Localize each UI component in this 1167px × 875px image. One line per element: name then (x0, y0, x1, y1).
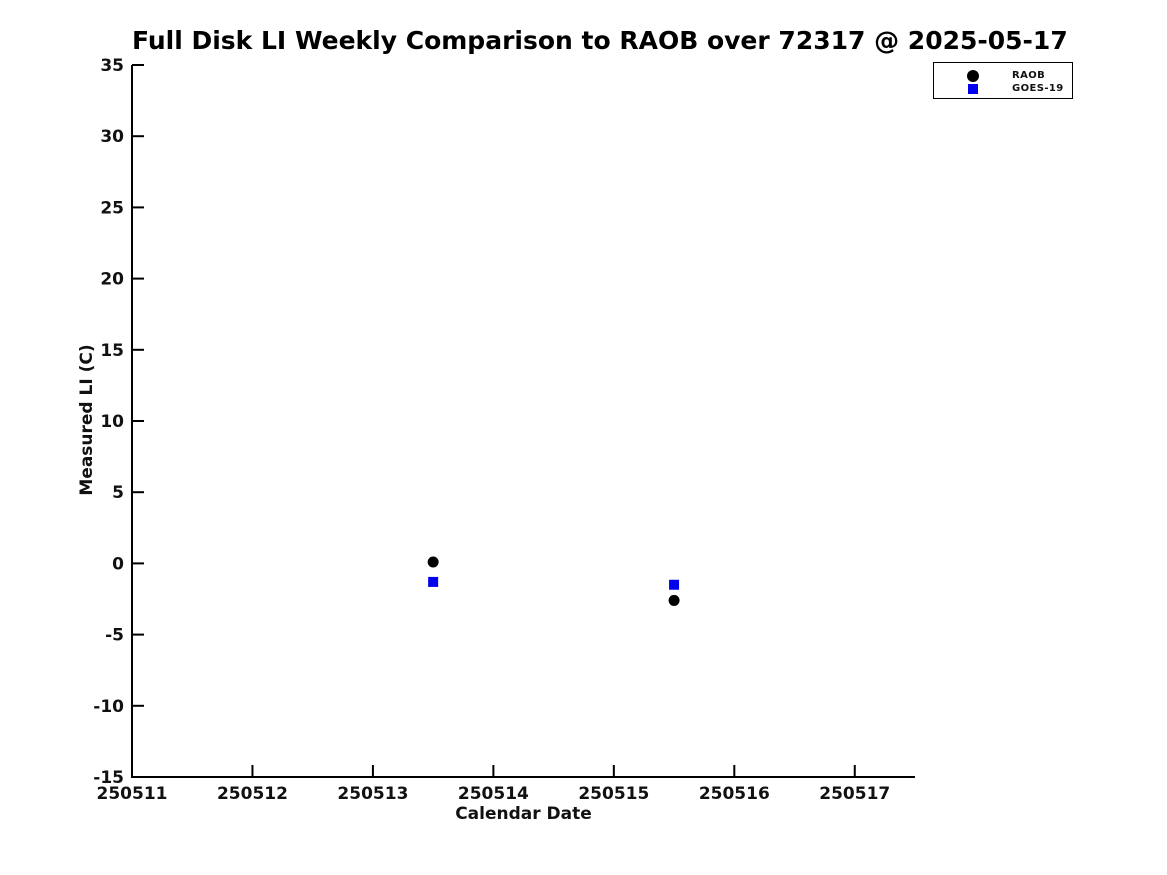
legend-marker-cell (934, 69, 1012, 82)
y-tick-label: 15 (100, 341, 124, 361)
x-tick-label: 250511 (97, 784, 168, 804)
y-tick-label: 5 (112, 483, 124, 503)
x-tick-label: 250514 (458, 784, 529, 804)
y-tick-label: 10 (100, 412, 124, 432)
x-tick-label: 250513 (337, 784, 408, 804)
legend: RAOB GOES-19 (933, 62, 1073, 99)
y-tick-label: 20 (100, 270, 124, 290)
chart-title: Full Disk LI Weekly Comparison to RAOB o… (132, 26, 1068, 55)
y-tick-label: 0 (112, 554, 124, 574)
goes19-square-marker-icon (968, 83, 978, 94)
legend-marker-cell (934, 83, 1012, 94)
x-axis-label: Calendar Date (455, 804, 592, 824)
data-point-raob (668, 594, 680, 606)
y-tick-label: 30 (100, 127, 124, 147)
y-tick-label: 25 (100, 198, 124, 218)
data-point-goes-19 (669, 579, 680, 590)
y-tick-label: 35 (100, 56, 124, 76)
y-tick-label: -15 (93, 768, 124, 788)
x-tick-label: 250515 (578, 784, 649, 804)
legend-label-goes19: GOES-19 (1012, 83, 1064, 94)
y-tick-label: -10 (93, 697, 124, 717)
legend-row-goes19: GOES-19 (934, 82, 1072, 95)
data-point-goes-19 (428, 576, 439, 587)
legend-row-raob: RAOB (934, 69, 1072, 82)
y-axis-label: Measured LI (C) (77, 344, 97, 496)
x-tick-label: 250516 (699, 784, 770, 804)
x-tick-label: 250517 (819, 784, 890, 804)
y-tick-label: -5 (105, 626, 124, 646)
data-point-raob (427, 556, 439, 568)
x-tick-label: 250512 (217, 784, 288, 804)
legend-label-raob: RAOB (1012, 70, 1046, 81)
raob-circle-marker-icon (967, 69, 979, 82)
